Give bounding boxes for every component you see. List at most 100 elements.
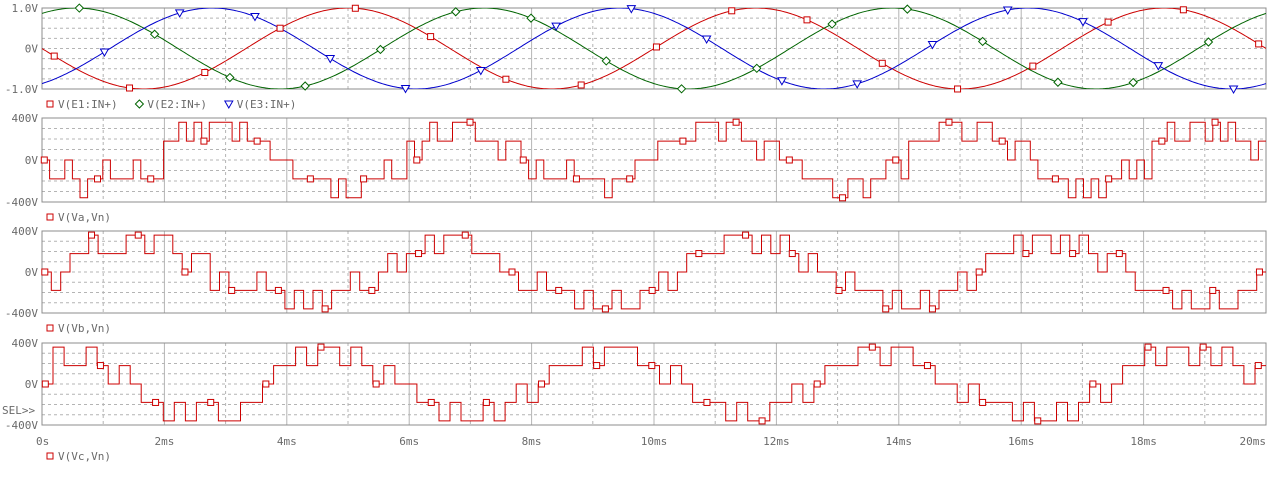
- legend-marker-2: [135, 100, 143, 108]
- series-3-1-marker: [322, 306, 328, 312]
- series-4-1-marker: [483, 399, 489, 405]
- series-1-1-marker: [729, 8, 735, 14]
- series-1-3-marker: [703, 36, 711, 43]
- series-2-1-marker: [254, 138, 260, 144]
- series-4-1-marker: [42, 381, 48, 387]
- series-2-1-marker: [733, 119, 739, 125]
- series-1-3-marker: [778, 78, 786, 85]
- series-1-2-marker: [1054, 78, 1062, 86]
- x-tick-label: 10ms: [641, 435, 668, 448]
- series-4-1-marker: [428, 399, 434, 405]
- series-3-1-marker: [789, 251, 795, 257]
- x-tick-label: 20ms: [1240, 435, 1267, 448]
- y-tick-label: -400V: [5, 196, 38, 209]
- series-2-1-marker: [840, 195, 846, 201]
- series-1-1-marker: [1256, 41, 1262, 47]
- legend-label: V(E3:IN+): [237, 98, 297, 111]
- series-1-1-marker: [804, 17, 810, 23]
- series-3-1-marker: [696, 251, 702, 257]
- series-3-1-marker: [275, 287, 281, 293]
- series-4-1-marker: [97, 363, 103, 369]
- series-2-1-marker: [307, 176, 313, 182]
- series-3-1-marker: [1070, 251, 1076, 257]
- y-tick-label: -400V: [5, 307, 38, 320]
- legend-marker-3: [225, 101, 233, 108]
- series-1-2-marker: [75, 4, 83, 12]
- series-4-1-marker: [1090, 381, 1096, 387]
- series-3-1-marker: [836, 287, 842, 293]
- legend-marker-1: [47, 453, 53, 459]
- series-3-1-marker: [42, 269, 48, 275]
- series-1-2-marker: [151, 30, 159, 38]
- legend: V(E1:IN+) V(E2:IN+) V(E3:IN+): [58, 98, 296, 111]
- series-4-1-marker: [649, 363, 655, 369]
- series-2-1-marker: [148, 176, 154, 182]
- series-3-1-marker: [1256, 269, 1262, 275]
- x-tick-label: 4ms: [277, 435, 297, 448]
- series-1-1-marker: [578, 82, 584, 88]
- series-1-1-marker: [955, 86, 961, 92]
- series-2-1-marker: [1159, 138, 1165, 144]
- legend-marker-1: [47, 325, 53, 331]
- y-tick-label: 0V: [25, 266, 39, 279]
- y-tick-label: 0V: [25, 378, 39, 391]
- series-4-1-marker: [869, 344, 875, 350]
- x-tick-label: 2ms: [154, 435, 174, 448]
- series-4-1-marker: [594, 363, 600, 369]
- series-3-1-marker: [602, 306, 608, 312]
- series-2-1-marker: [520, 157, 526, 163]
- legend: V(Vb,Vn): [58, 322, 111, 335]
- series-3-1-marker: [556, 287, 562, 293]
- series-1-1-marker: [503, 76, 509, 82]
- y-tick-label: 400V: [12, 337, 39, 350]
- series-2-1-marker: [201, 138, 207, 144]
- series-1-1-marker: [653, 44, 659, 50]
- series-3-1-marker: [649, 287, 655, 293]
- series-4-1-marker: [153, 399, 159, 405]
- y-tick-label: 0V: [25, 154, 39, 167]
- series-1-1-marker: [202, 70, 208, 76]
- series-2-1-marker: [627, 176, 633, 182]
- series-1-2-marker: [828, 20, 836, 28]
- series-1-3-marker: [928, 41, 936, 48]
- series-3-1-marker: [182, 269, 188, 275]
- series-4-1-marker: [1145, 344, 1151, 350]
- series-4-1-marker: [263, 381, 269, 387]
- series-1-1-marker: [352, 5, 358, 11]
- series-1-2-marker: [602, 57, 610, 65]
- series-3-1-marker: [1210, 287, 1216, 293]
- series-1-1-marker: [1105, 19, 1111, 25]
- series-4-1-marker: [1255, 363, 1261, 369]
- series-2-1-marker: [361, 176, 367, 182]
- series-1-3-marker: [477, 67, 485, 74]
- series-4-1-marker: [814, 381, 820, 387]
- series-4-1-marker: [539, 381, 545, 387]
- series-3-1-marker: [229, 287, 235, 293]
- series-4-1-marker: [759, 418, 765, 424]
- y-tick-label: 400V: [12, 225, 39, 238]
- series-3-1-marker: [929, 306, 935, 312]
- series-2-1-marker: [786, 157, 792, 163]
- x-tick-label: 8ms: [522, 435, 542, 448]
- legend-marker-1: [47, 214, 53, 220]
- legend-label: V(Va,Vn): [58, 211, 111, 224]
- series-2-1-marker: [467, 119, 473, 125]
- series-4-1-marker: [1200, 344, 1206, 350]
- x-tick-label: 0s: [36, 435, 49, 448]
- series-2-1-marker: [414, 157, 420, 163]
- series-1-2-marker: [1129, 79, 1137, 87]
- legend-marker-1: [47, 101, 53, 107]
- series-1-1-marker: [879, 60, 885, 66]
- series-3-1-marker: [416, 251, 422, 257]
- series-3-1-marker: [1116, 251, 1122, 257]
- series-1-2-marker: [527, 14, 535, 22]
- sel-marker: SEL>>: [2, 404, 35, 417]
- series-4-1-marker: [208, 399, 214, 405]
- series-1-3-marker: [1154, 63, 1162, 70]
- series-2-1-marker: [680, 138, 686, 144]
- series-1-2-marker: [226, 74, 234, 82]
- series-3-1-marker: [883, 306, 889, 312]
- series-2-1-marker: [946, 119, 952, 125]
- series-4-1-marker: [1035, 418, 1041, 424]
- series-3-1-marker: [1023, 251, 1029, 257]
